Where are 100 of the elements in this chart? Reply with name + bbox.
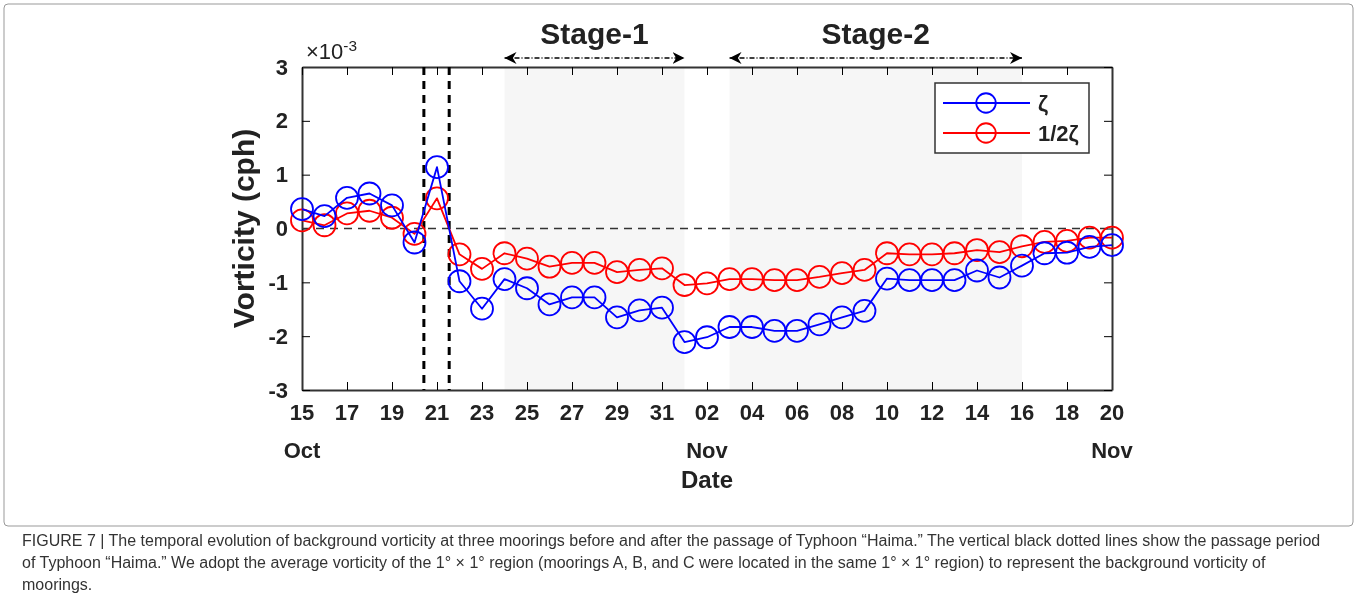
x-tick-label: 27 — [559, 400, 585, 425]
x-tick-label: 08 — [829, 400, 855, 425]
point — [1100, 225, 1124, 250]
point — [1010, 253, 1034, 278]
y-tick-label: -3 — [268, 377, 288, 403]
point — [312, 213, 337, 238]
point — [1032, 241, 1057, 266]
point — [875, 241, 899, 266]
point — [582, 285, 607, 310]
point — [515, 246, 539, 271]
legend-label: 1/2ζ — [1038, 121, 1079, 146]
point — [762, 268, 787, 293]
point — [740, 315, 764, 339]
point — [1100, 233, 1124, 258]
point — [1077, 225, 1102, 250]
x-tick-label: 15 Oct — [283, 400, 321, 463]
point — [875, 266, 899, 291]
point — [785, 318, 809, 343]
caption: FIGURE 7 | The temporal evolution of background vorticity at three moorings before and after the passage of Typhoon “Haima.” The vertical black dotted lines show the passage period of Typhoon “Haima.” We adopt the average vorticity of the 1° × 1° region (moorings A, B, and C were located in the same 1° × 1° region) to represent the background vorticity of moorings. — [22, 531, 1322, 595]
x-tick-label: 20 Nov — [1091, 400, 1134, 463]
x-tick-label: 21 — [424, 400, 450, 425]
point — [1055, 229, 1079, 253]
x-tick-label: 04 — [739, 400, 765, 425]
point — [537, 254, 562, 279]
x-tick-label: 25 — [514, 400, 540, 425]
point — [897, 242, 922, 267]
point — [830, 305, 854, 330]
point — [695, 325, 719, 350]
point — [537, 292, 562, 317]
point — [605, 305, 629, 330]
point — [942, 268, 967, 293]
point — [290, 197, 314, 221]
point — [807, 312, 832, 337]
text: ×10$^{-3}$ — [306, 36, 358, 64]
x-tick-label: 31 — [649, 400, 675, 425]
point — [312, 204, 337, 228]
point — [380, 193, 404, 218]
point — [987, 240, 1012, 265]
point — [897, 268, 922, 293]
point — [515, 276, 539, 301]
point — [447, 269, 472, 294]
x-tick-label: 19 — [379, 400, 405, 425]
point — [852, 258, 877, 282]
point — [695, 271, 719, 296]
point — [335, 185, 359, 210]
point — [650, 256, 674, 281]
point — [290, 208, 314, 233]
point — [447, 242, 472, 267]
x-tick-label: 14 — [964, 400, 990, 425]
point — [357, 198, 382, 223]
x-tick-label: 16 — [1009, 400, 1035, 425]
point — [942, 241, 967, 266]
legend-label: ζ — [1038, 91, 1049, 116]
band-label: Stage-1 — [540, 17, 649, 50]
point — [470, 296, 494, 321]
point — [717, 315, 742, 339]
point — [762, 318, 787, 343]
point — [965, 258, 989, 283]
y-tick-label: 2 — [275, 108, 288, 134]
x-axis-title: Date — [680, 466, 734, 493]
point — [830, 261, 854, 286]
point — [920, 268, 944, 293]
point — [1077, 234, 1102, 259]
point — [1032, 230, 1057, 254]
x-tick-label: 17 — [334, 400, 360, 425]
x-tick-label: 12 — [919, 400, 945, 425]
point — [402, 230, 427, 255]
point — [852, 298, 877, 323]
x-tick-label: 10 — [874, 400, 900, 425]
y-tick-label: 0 — [275, 216, 288, 242]
y-axis-title: Vorticity (cph) — [227, 128, 260, 329]
point — [425, 155, 449, 180]
y-tick-label: 3 — [275, 54, 288, 80]
point — [920, 242, 944, 267]
x-tick-label: 06 — [784, 400, 810, 425]
point — [335, 201, 359, 226]
y-tick-label: -2 — [268, 323, 288, 349]
point — [1010, 234, 1034, 259]
point — [560, 251, 584, 275]
point — [672, 330, 697, 354]
x-tick-label: 29 — [604, 400, 630, 425]
point — [807, 265, 832, 289]
point — [560, 285, 584, 310]
band-label: Stage-2 — [821, 17, 930, 50]
point — [627, 258, 652, 282]
point — [357, 181, 382, 206]
x-tick-label: 23 — [469, 400, 495, 425]
point — [740, 267, 764, 291]
point — [785, 268, 809, 293]
point — [470, 257, 494, 281]
y-tick-label: -1 — [268, 269, 288, 295]
point — [717, 267, 742, 291]
point — [425, 186, 449, 211]
point — [1055, 240, 1079, 265]
point — [492, 267, 517, 291]
point — [582, 251, 607, 275]
point — [380, 205, 404, 230]
point — [402, 222, 427, 246]
point — [987, 265, 1012, 290]
point — [492, 241, 517, 266]
